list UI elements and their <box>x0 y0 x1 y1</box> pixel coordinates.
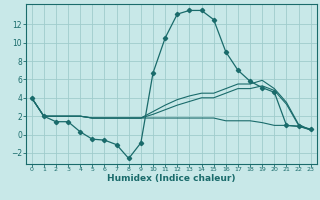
X-axis label: Humidex (Indice chaleur): Humidex (Indice chaleur) <box>107 174 236 183</box>
